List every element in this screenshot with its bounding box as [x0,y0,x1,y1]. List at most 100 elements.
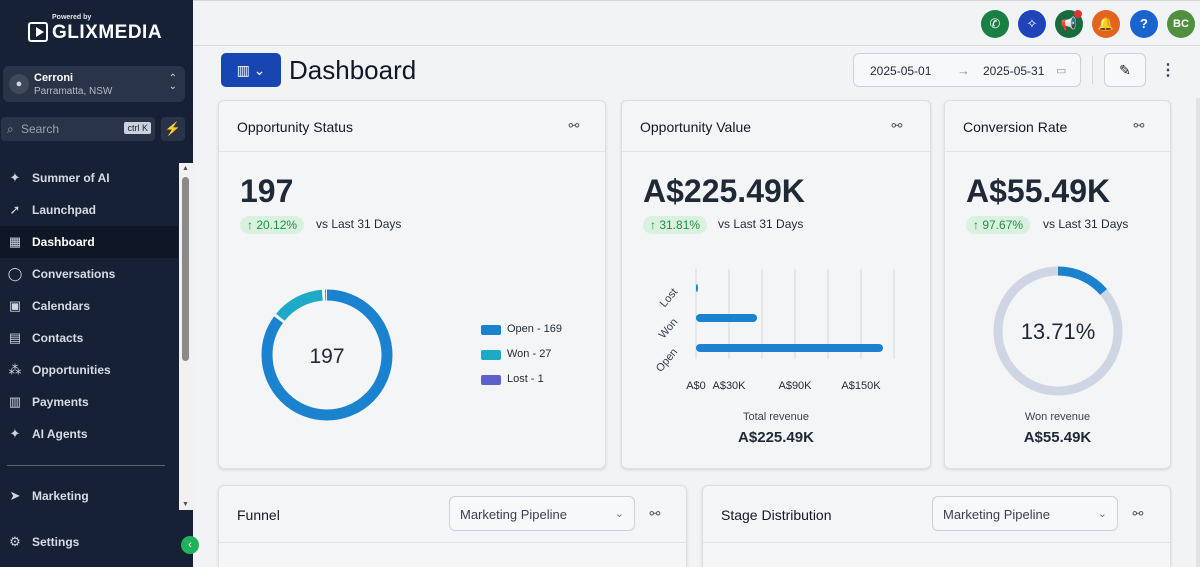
sidebar-item-dashboard[interactable]: ▦ Dashboard [0,226,178,258]
filter-sliders-icon[interactable]: ⚯ [1132,506,1144,521]
sidebar-scrollbar[interactable]: ▲ ▼ [179,163,193,510]
sidebar-item-label: Settings [32,535,80,549]
filter-sliders-icon[interactable]: ⚯ [649,506,661,521]
delta-caption: vs Last 31 Days [718,217,804,231]
sidebar-item-settings[interactable]: ⚙ Settings [0,526,178,558]
x-tick-label: A$0 [686,380,706,392]
sidebar-item-label: Dashboard [32,235,95,249]
phone-button[interactable]: ✆ [981,10,1009,38]
sidebar-item-summer-of-ai[interactable]: ✦ Summer of AI [0,162,178,194]
x-tick-label: A$30K [712,380,746,392]
delta-caption: vs Last 31 Days [316,217,402,231]
date-range-picker[interactable]: 2025-05-01 → 2025-05-31 ▭ [853,53,1081,87]
lightning-icon: ⚡ [164,121,182,136]
delta-badge: ↑ 20.12% [240,216,305,234]
notifications-button[interactable]: 🔔 [1092,10,1120,38]
legend-swatch [481,375,501,385]
card-title: Opportunity Value [640,119,752,135]
search-input[interactable] [21,120,116,138]
card-header: Stage Distribution Marketing Pipeline ⌄ … [703,486,1170,543]
ai-assistant-button[interactable]: ✧ [1018,10,1046,38]
sidebar-item-label: Marketing [32,489,89,503]
filter-sliders-icon[interactable]: ⚯ [891,118,903,133]
x-tick-label: A$90K [778,380,812,392]
sidebar-item-ai-agents[interactable]: ✦ AI Agents [0,418,178,450]
sidebar-item-label: AI Agents [32,427,88,441]
sidebar-item-marketing[interactable]: ➤ Marketing [0,480,178,512]
sidebar-item-conversations[interactable]: ◯ Conversations [0,258,178,290]
magic-wand-icon: ✧ [1026,16,1038,31]
brand-logo[interactable]: Powered by GLIXMEDIA [28,14,168,46]
legend-label: Lost - 1 [507,373,544,385]
delta-caption: vs Last 31 Days [1043,217,1129,231]
sidebar-item-contacts[interactable]: ▤ Contacts [0,322,178,354]
card-title: Opportunity Status [237,119,353,135]
card-header: Conversion Rate ⚯ [945,101,1170,152]
edit-dashboard-button[interactable]: ✎ [1104,53,1146,87]
y-tick-label: Lost [658,286,681,310]
pipeline-select[interactable]: Marketing Pipeline ⌄ [449,496,635,531]
more-options-icon[interactable]: ⋮ [1160,62,1176,79]
bell-icon: 🔔 [1097,16,1115,31]
powered-by-text: Powered by [52,14,92,21]
sidebar-item-label: Summer of AI [32,171,110,185]
header-divider [1092,56,1093,84]
donut-slice-open[interactable] [261,289,393,421]
status-donut-chart: 197 [261,289,393,421]
location-icon: ● [9,74,29,94]
scrollbar-thumb[interactable] [182,177,189,361]
search-icon: ⌕ [7,122,14,136]
metric-value: 197 [240,173,294,209]
top-bar: ✆ ✧ 📢 🔔 ? BC [193,0,1200,46]
collapse-sidebar-button[interactable]: ‹ [181,536,199,554]
metric-value: A$225.49K [643,173,805,209]
pipeline-select-value: Marketing Pipeline [943,507,1050,522]
won-revenue-value: A$55.49K [1023,429,1092,446]
scroll-down-icon[interactable]: ▼ [182,501,189,508]
bar-won[interactable] [696,314,758,322]
help-button[interactable]: ? [1130,10,1158,38]
bar-open[interactable] [696,344,883,352]
sidebar-divider [7,465,165,466]
total-revenue-value: A$225.49K [738,429,814,446]
page-scrollbar[interactable] [1196,98,1200,567]
sidebar-item-label: Conversations [32,267,116,281]
legend-swatch [481,350,501,360]
sidebar-item-payments[interactable]: ▥ Payments [0,386,178,418]
location-switcher[interactable]: ● Cerroni Parramatta, NSW ⌃ ⌄ [3,66,185,102]
sidebar-item-launchpad[interactable]: ➚ Launchpad [0,194,178,226]
pipeline-select[interactable]: Marketing Pipeline ⌄ [932,496,1118,531]
bar-lost[interactable] [696,284,698,292]
card-title: Funnel [237,507,280,523]
delta-badge: ↑ 31.81% [643,216,708,234]
opportunity-status-card: Opportunity Status ⚯ 197 ↑ 20.12% vs Las… [218,100,606,469]
metric-value: A$55.49K [966,173,1111,209]
search-shortcut-badge: ctrl K [124,122,151,134]
location-address: Parramatta, NSW [34,86,113,97]
receipt-icon: ▥ [8,394,22,409]
question-icon: ? [1140,16,1148,31]
sidebar-item-calendars[interactable]: ▣ Calendars [0,290,178,322]
filter-sliders-icon[interactable]: ⚯ [568,118,580,133]
chevron-down-icon: ⌄ [1097,508,1107,520]
sidebar-item-label: Launchpad [32,203,97,217]
layout-switcher-button[interactable]: ▥ ⌄ [221,53,281,87]
avatar[interactable]: BC [1167,10,1195,38]
search-box: ⌕ ctrl K [1,117,155,141]
quick-action-button[interactable]: ⚡ [161,117,185,141]
rocket-icon: ➚ [9,202,21,217]
sidebar-item-opportunities[interactable]: ⁂ Opportunities [0,354,178,386]
sparkle-agent-icon: ✦ [9,426,21,441]
scroll-up-icon[interactable]: ▲ [182,165,189,172]
conversion-gauge: 13.71% [993,266,1123,396]
send-icon: ➤ [9,488,21,503]
page-title: Dashboard [289,55,417,85]
legend-label: Won - 27 [507,348,552,360]
card-header: Opportunity Status ⚯ [219,101,605,152]
won-revenue-caption: Won revenue [1024,411,1091,423]
total-revenue-caption: Total revenue [742,411,810,423]
funnel-card: Funnel Marketing Pipeline ⌄ ⚯ [218,485,687,567]
filter-sliders-icon[interactable]: ⚯ [1133,118,1145,133]
opportunity-value-card: Opportunity Value ⚯ A$225.49K ↑ 31.81% v… [621,100,931,469]
revenue-bar-chart: Lost Won Open A$0 A$30K A$90K A$150K [654,269,895,392]
